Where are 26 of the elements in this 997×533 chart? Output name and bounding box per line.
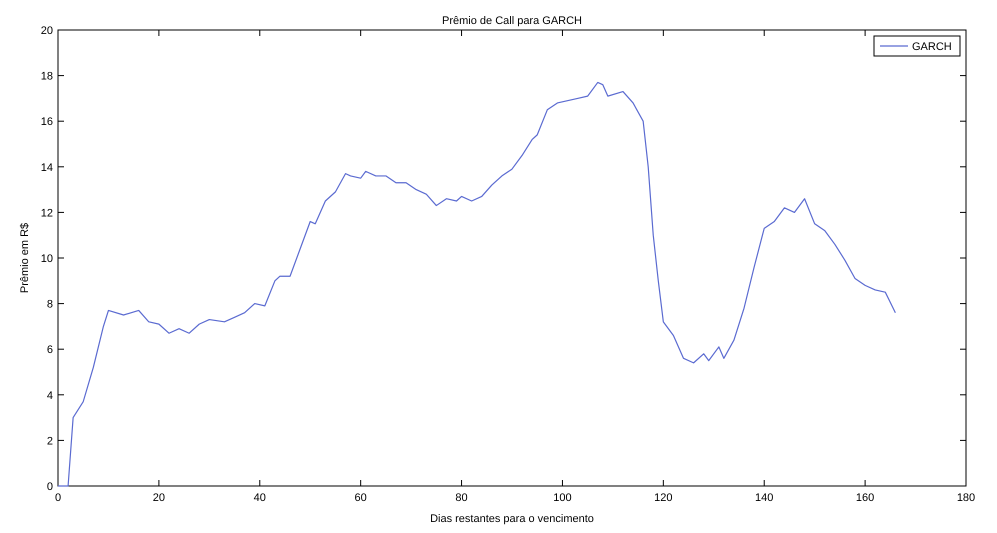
y-tick-label: 20 xyxy=(40,25,53,37)
line-series xyxy=(57,82,896,487)
x-axis-title: Dias restantes para o vencimento xyxy=(430,513,594,525)
y-tick-label: 12 xyxy=(40,207,53,220)
x-tick-label: 120 xyxy=(654,492,673,504)
y-tick-label: 8 xyxy=(46,298,53,311)
x-tick-label: 60 xyxy=(354,492,367,504)
x-tick-label: 20 xyxy=(152,492,166,504)
y-tick-label: 10 xyxy=(40,253,53,265)
y-tick-label: 4 xyxy=(46,390,53,402)
legend-label: GARCH xyxy=(912,41,952,53)
x-tick-label: 180 xyxy=(956,492,976,504)
y-tick-label: 0 xyxy=(46,481,53,493)
x-tick-label: 0 xyxy=(54,492,62,504)
y-tick-label: 18 xyxy=(40,70,53,83)
x-tick-label: 160 xyxy=(856,492,874,504)
y-tick-label: 14 xyxy=(40,162,53,174)
chart-title: Prêmio de Call para GARCH xyxy=(442,15,582,27)
x-tick-label: 40 xyxy=(254,492,266,504)
y-axis-title: Prêmio em R$ xyxy=(19,222,31,294)
x-tick-label: 140 xyxy=(755,492,774,504)
x-tick-label: 100 xyxy=(553,492,572,504)
y-tick-label: 16 xyxy=(40,116,53,128)
x-tick-label: 80 xyxy=(455,492,468,504)
y-tick-label: 2 xyxy=(46,435,53,448)
y-tick-label: 6 xyxy=(46,344,53,356)
